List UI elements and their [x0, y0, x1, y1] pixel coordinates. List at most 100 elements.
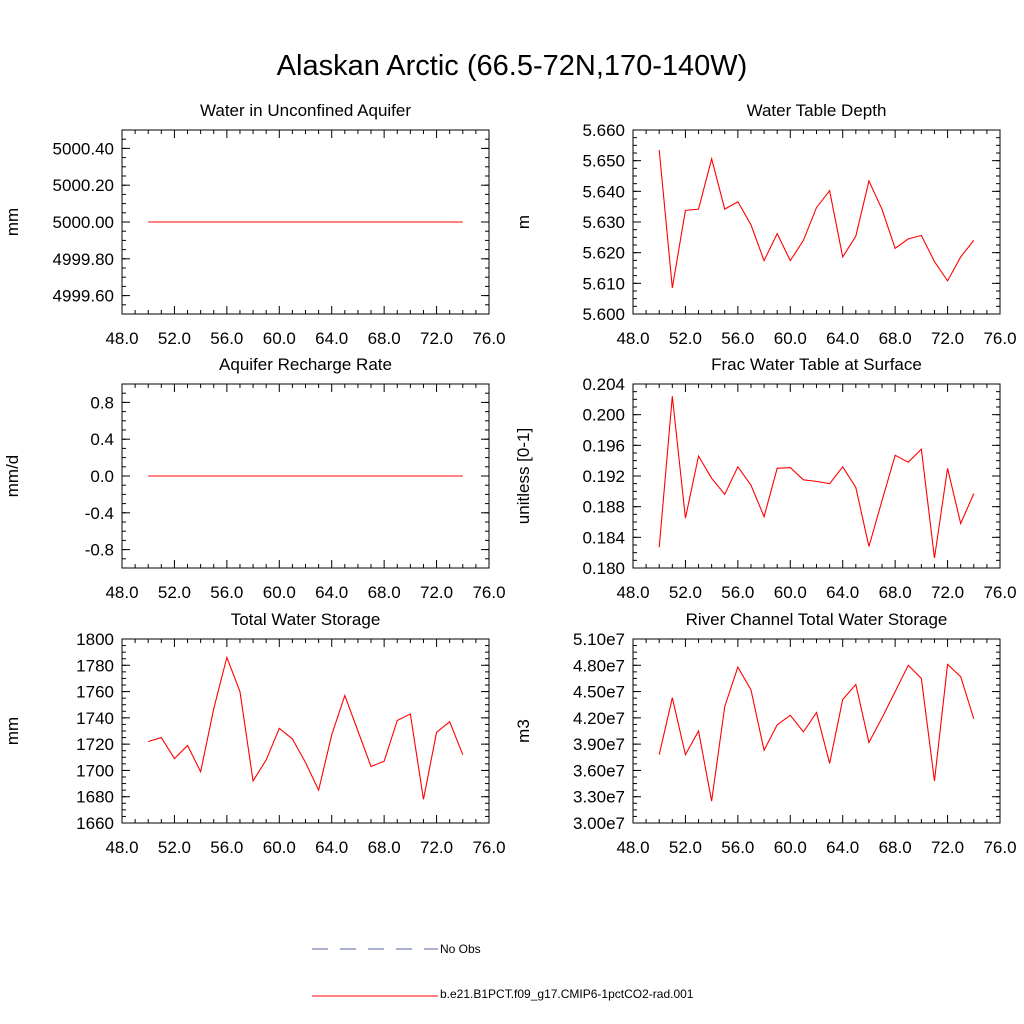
x-tick-label: 56.0	[721, 583, 754, 602]
x-tick-label: 52.0	[158, 583, 191, 602]
x-tick-label: 64.0	[826, 583, 859, 602]
plot-frame	[632, 383, 1001, 569]
y-tick-label: 1680	[76, 788, 114, 807]
chart-panel-2: Water Table Depth m 48.0 52.0 56.0 60.0 64.0 68…	[514, 101, 1017, 348]
chart-panel-1: Water in Unconfined Aquifer mm 48.0 52.0 56.…	[3, 101, 506, 348]
y-axis-label: mm	[3, 717, 22, 745]
y-axis-label: m	[514, 215, 533, 229]
panel-title: Aquifer Recharge Rate	[219, 355, 392, 374]
x-tick-label: 48.0	[105, 583, 138, 602]
x-tick-label: 72.0	[420, 583, 453, 602]
y-axis-label: m3	[514, 719, 533, 743]
y-tick-label: 5.10e7	[573, 630, 625, 649]
x-tick-label: 68.0	[879, 329, 912, 348]
x-tick-label: 60.0	[774, 838, 807, 857]
panel-title: Frac Water Table at Surface	[711, 355, 922, 374]
y-tick-label: 3.60e7	[573, 761, 625, 780]
plot-frame	[121, 638, 490, 824]
data-series-line	[658, 149, 975, 289]
y-tick-label: 5.630	[582, 213, 625, 232]
y-tick-label: 4.20e7	[573, 709, 625, 728]
x-tick-label: 72.0	[931, 329, 964, 348]
x-tick-label: 52.0	[158, 838, 191, 857]
x-tick-label: 68.0	[368, 583, 401, 602]
legend-entry-model: b.e21.B1PCT.f09_g17.CMIP6-1pctCO2-rad.00…	[310, 985, 730, 1005]
legend-swatch-solid	[312, 995, 438, 997]
y-tick-label: 3.30e7	[573, 788, 625, 807]
x-tick-label: 52.0	[669, 329, 702, 348]
legend-entry-no-obs: No Obs	[310, 940, 730, 960]
data-series-line	[658, 396, 975, 559]
chart-panel-3: Aquifer Recharge Rate mm/d 48.0 52.0 56.0 60.…	[3, 355, 506, 602]
x-tick-label: 60.0	[774, 583, 807, 602]
y-tick-label: 0.192	[582, 467, 625, 486]
x-tick-label: 48.0	[616, 583, 649, 602]
x-tick-label: 72.0	[420, 838, 453, 857]
x-tick-label: 48.0	[616, 838, 649, 857]
y-tick-label: 0.184	[582, 528, 625, 547]
x-tick-label: 60.0	[263, 838, 296, 857]
y-tick-label: 0.180	[582, 559, 625, 578]
x-tick-label: 72.0	[931, 583, 964, 602]
y-tick-label: -0.4	[85, 504, 114, 523]
x-tick-label: 56.0	[210, 329, 243, 348]
x-tick-label: 56.0	[721, 329, 754, 348]
y-tick-label: 0.0	[90, 467, 114, 486]
x-tick-label: 68.0	[368, 329, 401, 348]
y-tick-label: 1720	[76, 735, 114, 754]
y-tick-label: 5000.40	[53, 139, 114, 158]
y-tick-label: 0.196	[582, 436, 625, 455]
y-tick-label: 5.660	[582, 121, 625, 140]
plot-frame	[632, 638, 1001, 824]
legend-swatch-dashed	[312, 948, 438, 950]
y-tick-label: 1780	[76, 656, 114, 675]
chart-panel-4: Frac Water Table at Surface unitless [0-1…	[514, 355, 1017, 602]
x-tick-label: 76.0	[983, 583, 1016, 602]
panel-title: Water in Unconfined Aquifer	[200, 101, 411, 120]
panel-title: River Channel Total Water Storage	[686, 610, 948, 629]
legend-label: b.e21.B1PCT.f09_g17.CMIP6-1pctCO2-rad.00…	[440, 987, 694, 1001]
x-tick-label: 56.0	[721, 838, 754, 857]
y-tick-label: 1740	[76, 709, 114, 728]
data-series-line	[148, 655, 464, 800]
legend-label: No Obs	[440, 942, 481, 956]
x-tick-label: 56.0	[210, 583, 243, 602]
y-tick-label: 3.00e7	[573, 814, 625, 833]
y-tick-label: 0.4	[90, 430, 114, 449]
y-tick-label: 1760	[76, 683, 114, 702]
y-tick-label: 5.610	[582, 274, 625, 293]
x-tick-label: 60.0	[263, 583, 296, 602]
y-tick-label: 4.50e7	[573, 683, 625, 702]
x-tick-label: 64.0	[315, 329, 348, 348]
x-tick-label: 60.0	[774, 329, 807, 348]
chart-panel-5: Total Water Storage mm 48.0 52.0 56.0 60.0 64.…	[3, 610, 506, 857]
x-tick-label: 48.0	[105, 329, 138, 348]
y-tick-label: 1660	[76, 814, 114, 833]
y-tick-label: 0.204	[582, 375, 625, 394]
x-tick-label: 68.0	[368, 838, 401, 857]
x-tick-label: 68.0	[879, 838, 912, 857]
x-tick-label: 76.0	[472, 329, 505, 348]
y-tick-label: 5000.00	[53, 213, 114, 232]
panel-title: Total Water Storage	[231, 610, 381, 629]
panel-title: Water Table Depth	[747, 101, 887, 120]
y-axis-label: unitless [0-1]	[514, 428, 533, 524]
y-tick-label: 1700	[76, 761, 114, 780]
figure-title: Alaskan Arctic (66.5-72N,170-140W)	[276, 50, 748, 82]
x-tick-label: 60.0	[263, 329, 296, 348]
x-tick-label: 52.0	[669, 838, 702, 857]
y-tick-label: 3.90e7	[573, 735, 625, 754]
x-tick-label: 64.0	[315, 838, 348, 857]
x-tick-label: 76.0	[472, 838, 505, 857]
y-tick-label: 5.640	[582, 182, 625, 201]
y-axis-label: mm	[3, 208, 22, 236]
y-tick-label: 4.80e7	[573, 656, 625, 675]
y-tick-label: 0.200	[582, 406, 625, 425]
y-tick-label: 4999.60	[53, 287, 114, 306]
x-tick-label: 56.0	[210, 838, 243, 857]
x-tick-label: 52.0	[669, 583, 702, 602]
x-tick-label: 72.0	[420, 329, 453, 348]
x-tick-label: 64.0	[826, 838, 859, 857]
plot-frame	[632, 129, 1001, 315]
x-tick-label: 48.0	[105, 838, 138, 857]
